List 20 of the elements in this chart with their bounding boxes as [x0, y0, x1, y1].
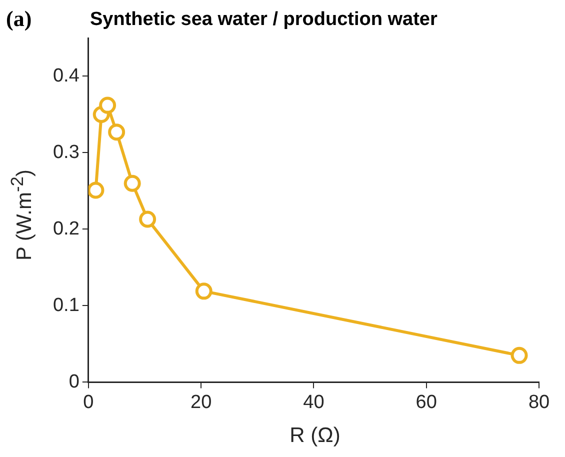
chart-title: Synthetic sea water / production water	[90, 9, 438, 31]
point	[195, 282, 212, 300]
point	[139, 210, 156, 228]
x-tick-label: 0	[83, 392, 94, 413]
point	[124, 174, 141, 192]
y-tick-label: 0.4	[52, 65, 80, 86]
point	[510, 346, 528, 364]
x-tick-label: 80	[528, 392, 550, 413]
x-tick-label: 60	[416, 392, 437, 413]
text: (a)	[6, 6, 32, 32]
y-tick-label: 0.1	[52, 294, 80, 316]
x-tick-label: 20	[190, 392, 212, 413]
y-tick-label: 0.2	[52, 218, 80, 240]
x-axis-title: R (Ω)	[290, 424, 340, 448]
x-tick-label: 40	[303, 392, 324, 413]
point	[99, 96, 116, 114]
point	[88, 182, 104, 199]
y-tick-label: 0.3	[52, 142, 80, 163]
point	[108, 124, 126, 141]
y-tick-label: 0	[68, 371, 80, 392]
